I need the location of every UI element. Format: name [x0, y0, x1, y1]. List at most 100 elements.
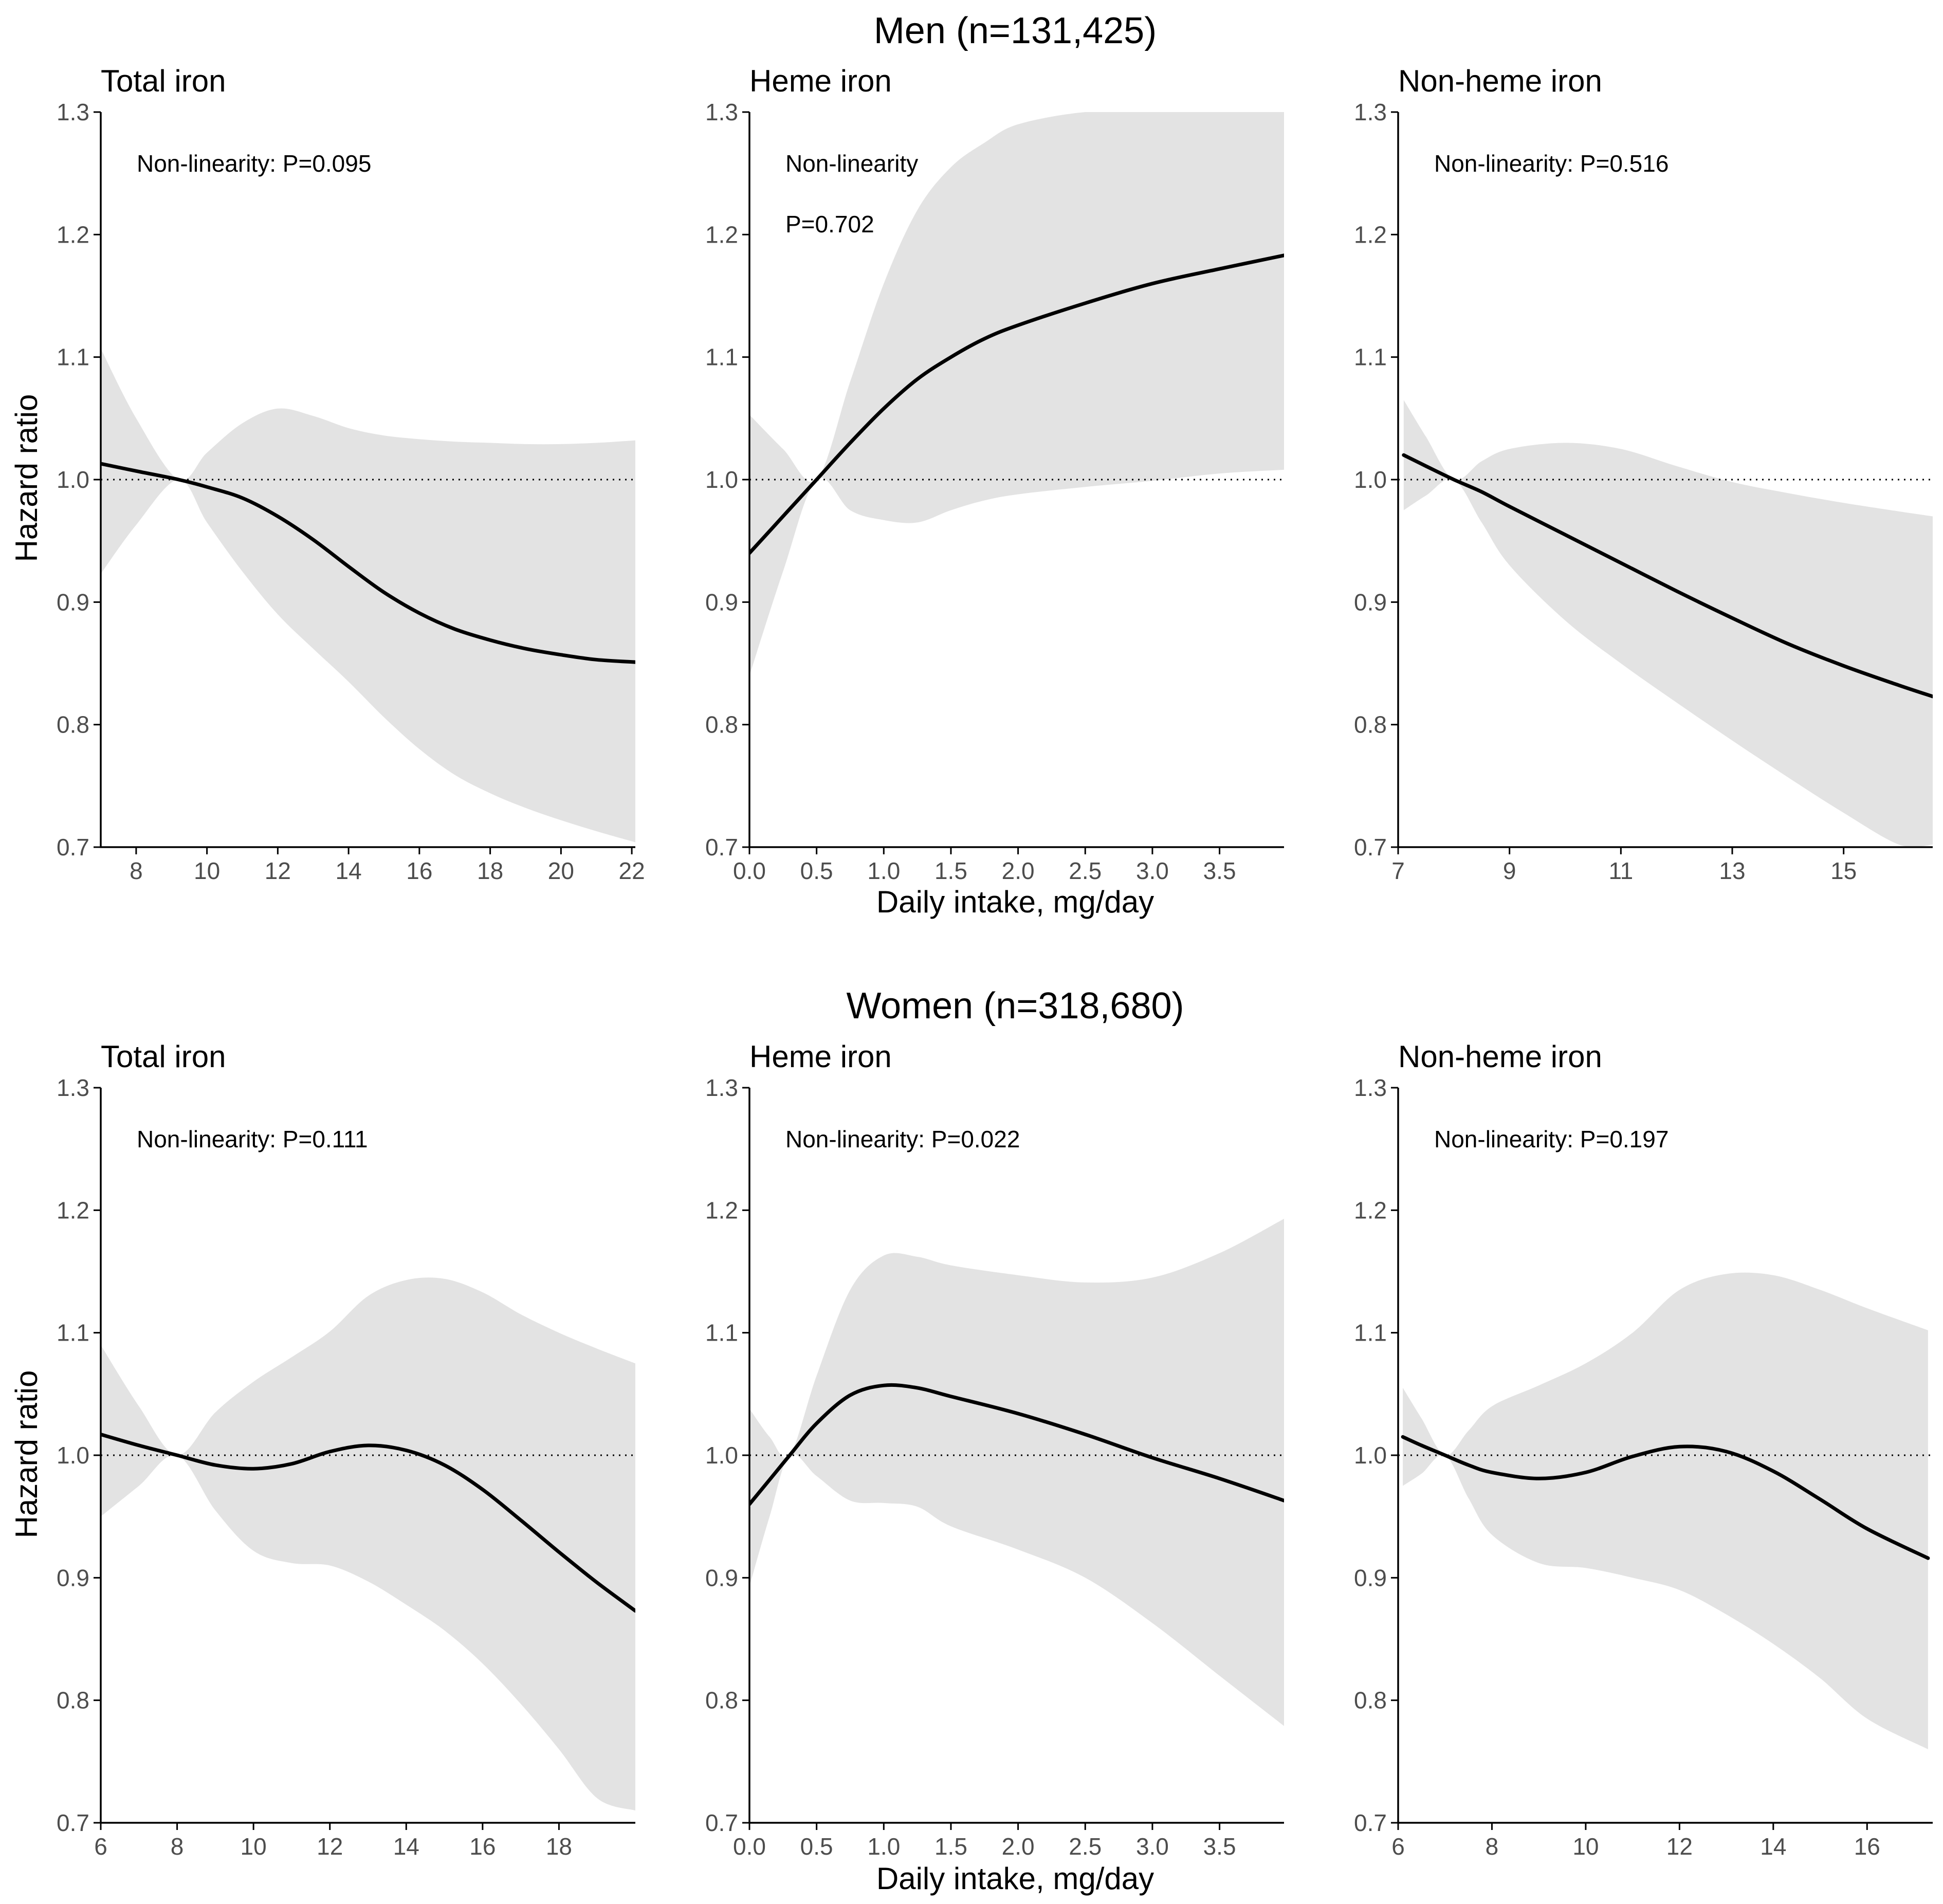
x-tick-label: 2.5 [1069, 857, 1102, 884]
y-tick-label: 0.9 [1354, 589, 1387, 615]
y-tick-label: 0.7 [1354, 1809, 1387, 1836]
panel-1: Heme iron 0.7 0.8 0.9 1.0 1.1 1.2 1.3 0.0 0.5 1.0 1… [705, 64, 1284, 884]
plot-area [101, 349, 635, 843]
y-tick-label: 0.7 [705, 834, 738, 861]
x-tick-label: 12 [265, 857, 291, 884]
x-tick-label: 3.0 [1136, 857, 1169, 884]
plot-area [1398, 1272, 1933, 1749]
y-tick-label: 0.9 [57, 1564, 89, 1591]
nonlinearity-annotation: Non-linearity: P=0.197 [1434, 1126, 1669, 1152]
y-tick-label: 1.3 [705, 99, 738, 125]
x-tick-label: 14 [1760, 1833, 1786, 1860]
x-axis-label-men: Daily intake, mg/day [876, 885, 1154, 919]
nonlinearity-annotation: P=0.702 [785, 211, 874, 237]
panels: Total iron 0.7 0.8 0.9 1.0 1.1 1.2 1.3 8 10 12 14 16… [57, 64, 1933, 1860]
y-tick-label: 0.7 [705, 1809, 738, 1836]
panel-title: Total iron [101, 64, 226, 98]
x-tick-label: 1.0 [867, 1833, 900, 1860]
x-tick-label: 9 [1503, 857, 1516, 884]
panel-0: Total iron 0.7 0.8 0.9 1.0 1.1 1.2 1.3 8 10 12 14 16… [57, 64, 645, 884]
x-tick-label: 2.5 [1069, 1833, 1102, 1860]
plot-area [749, 112, 1284, 676]
x-tick-label: 0.5 [800, 1833, 833, 1860]
x-tick-label: 0.0 [733, 857, 766, 884]
y-tick-label: 1.1 [705, 344, 738, 371]
x-tick-label: 8 [171, 1833, 184, 1860]
confidence-band [749, 1219, 1284, 1726]
y-tick-label: 1.2 [57, 1197, 89, 1223]
y-tick-label: 1.0 [1354, 466, 1387, 493]
nonlinearity-annotation: Non-linearity: P=0.516 [1434, 150, 1669, 177]
y-tick-label: 1.0 [705, 1442, 738, 1469]
hazard-ratio-curve [1402, 453, 1933, 699]
nonlinearity-annotation: Non-linearity: P=0.022 [785, 1126, 1020, 1152]
y-tick-label: 0.8 [705, 711, 738, 738]
y-tick-label: 1.2 [1354, 1197, 1387, 1223]
panel-2: Non-heme iron 0.7 0.8 0.9 1.0 1.1 1.2 1.3 7 9 11 13… [1354, 64, 1933, 884]
x-tick-label: 22 [619, 857, 645, 884]
hazard-ratio-curve [749, 1383, 1284, 1506]
panel-title: Non-heme iron [1398, 64, 1602, 98]
x-tick-label: 2.0 [1002, 1833, 1035, 1860]
y-tick-label: 1.0 [1354, 1442, 1387, 1469]
panel-title: Total iron [101, 1039, 226, 1074]
y-tick-label: 1.0 [57, 466, 89, 493]
x-tick-label: 10 [1572, 1833, 1599, 1860]
x-tick-label: 0.5 [800, 857, 833, 884]
x-tick-label: 14 [336, 857, 362, 884]
panel-title: Heme iron [749, 1039, 892, 1074]
confidence-band [749, 112, 1284, 676]
confidence-band [1403, 1272, 1928, 1749]
y-tick-label: 1.3 [1354, 99, 1387, 125]
plot-area [1398, 400, 1933, 847]
y-tick-label: 0.7 [57, 1809, 89, 1836]
hazard-ratio-curve [101, 462, 635, 664]
x-axis-label-women: Daily intake, mg/day [876, 1861, 1154, 1896]
x-tick-label: 14 [393, 1833, 419, 1860]
nonlinearity-annotation: Non-linearity: P=0.095 [137, 150, 371, 177]
x-tick-label: 1.5 [934, 1833, 967, 1860]
y-tick-label: 0.8 [1354, 711, 1387, 738]
y-tick-label: 0.8 [57, 711, 89, 738]
y-tick-label: 1.1 [57, 344, 89, 371]
y-tick-label: 1.1 [57, 1320, 89, 1346]
x-tick-label: 16 [406, 857, 432, 884]
x-tick-label: 7 [1391, 857, 1405, 884]
x-tick-label: 11 [1608, 857, 1633, 884]
x-tick-label: 0.0 [733, 1833, 766, 1860]
y-tick-label: 1.2 [1354, 221, 1387, 248]
x-tick-label: 8 [130, 857, 143, 884]
hazard-ratio-curve [1401, 1435, 1930, 1560]
x-tick-label: 13 [1719, 857, 1745, 884]
y-tick-label: 0.9 [705, 589, 738, 615]
hazard-ratio-curve [749, 253, 1284, 555]
x-tick-label: 10 [194, 857, 220, 884]
x-tick-label: 6 [1391, 1833, 1405, 1860]
panel-title: Heme iron [749, 64, 892, 98]
nonlinearity-annotation: Non-linearity: P=0.111 [137, 1126, 368, 1152]
x-tick-label: 3.0 [1136, 1833, 1169, 1860]
x-tick-label: 1.5 [934, 857, 967, 884]
confidence-band [1403, 400, 1933, 847]
panel-3: Total iron 0.7 0.8 0.9 1.0 1.1 1.2 1.3 6 8 10 12 14 1… [57, 1039, 635, 1860]
x-tick-label: 16 [1854, 1833, 1880, 1860]
y-tick-label: 1.0 [705, 466, 738, 493]
y-tick-label: 1.0 [57, 1442, 89, 1469]
y-tick-label: 0.8 [705, 1687, 738, 1714]
x-tick-label: 16 [469, 1833, 496, 1860]
y-tick-label: 1.1 [1354, 1320, 1387, 1346]
x-tick-label: 6 [94, 1833, 107, 1860]
y-tick-label: 0.9 [705, 1564, 738, 1591]
x-tick-label: 15 [1830, 857, 1857, 884]
panel-title: Non-heme iron [1398, 1039, 1602, 1074]
y-axis-label-women: Hazard ratio [9, 1370, 44, 1539]
y-tick-label: 1.3 [57, 99, 89, 125]
y-tick-label: 1.1 [1354, 344, 1387, 371]
y-axis-label-men: Hazard ratio [9, 394, 44, 562]
plot-area [749, 1219, 1284, 1726]
x-tick-label: 3.5 [1203, 1833, 1236, 1860]
row-title-men: Men (n=131,425) [874, 10, 1157, 51]
x-tick-label: 12 [317, 1833, 343, 1860]
y-tick-label: 0.7 [1354, 834, 1387, 861]
